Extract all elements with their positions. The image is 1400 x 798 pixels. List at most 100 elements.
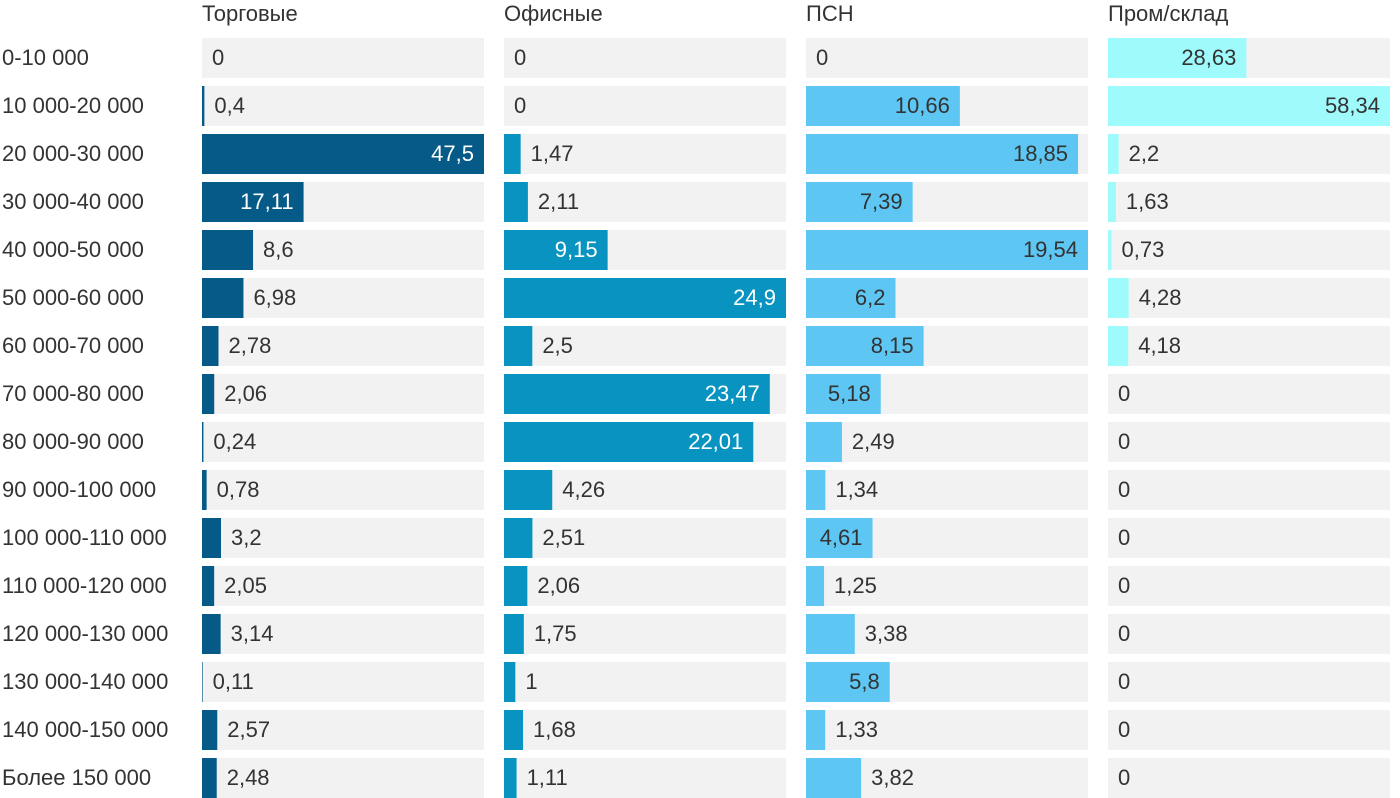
bar-background: [202, 518, 484, 558]
bar: [806, 326, 924, 366]
bar: [504, 518, 533, 558]
bar: [202, 566, 215, 606]
bar: [806, 614, 855, 654]
value-label: 0: [1118, 717, 1130, 742]
value-label: 1,75: [534, 621, 577, 646]
bar: [504, 182, 528, 222]
row-label: 10 000-20 000: [2, 93, 144, 118]
bar-background: [504, 86, 786, 126]
value-label: 2,51: [542, 525, 585, 550]
bar: [504, 710, 524, 750]
bar: [202, 470, 207, 510]
value-label: 2,06: [224, 381, 267, 406]
value-label: 0: [514, 93, 526, 118]
value-label: 3,82: [871, 765, 914, 790]
row-label: 20 000-30 000: [2, 141, 144, 166]
bar-background: [1108, 230, 1390, 270]
bar: [1108, 230, 1112, 270]
value-label: 2,5: [542, 333, 573, 358]
value-label: 19,54: [1023, 237, 1078, 262]
bar: [504, 470, 553, 510]
value-label: 23,47: [705, 381, 760, 406]
panel-title: Торговые: [202, 1, 298, 26]
bar: [806, 374, 881, 414]
bar: [806, 758, 862, 798]
bar: [1108, 278, 1129, 318]
bar: [202, 278, 244, 318]
value-label: 0: [1118, 621, 1130, 646]
bar-background: [202, 278, 484, 318]
bar: [806, 134, 1079, 174]
value-label: 0: [1118, 477, 1130, 502]
value-label: 7,39: [860, 189, 903, 214]
bar: [202, 662, 203, 702]
bar-background: [202, 710, 484, 750]
value-label: 1,25: [834, 573, 877, 598]
bar: [806, 710, 826, 750]
value-label: 3,14: [231, 621, 274, 646]
value-label: 4,26: [562, 477, 605, 502]
bar: [806, 470, 826, 510]
bar: [202, 182, 304, 222]
value-label: 0: [816, 45, 828, 70]
bar-background: [202, 662, 484, 702]
value-label: 3,38: [865, 621, 908, 646]
bar-background: [1108, 134, 1390, 174]
value-label: 1,33: [835, 717, 878, 742]
bar: [504, 614, 524, 654]
value-label: 28,63: [1181, 45, 1236, 70]
bar-background: [1108, 614, 1390, 654]
value-label: 6,2: [855, 285, 886, 310]
value-label: 1,34: [835, 477, 878, 502]
value-label: 2,78: [229, 333, 272, 358]
bar-background: [504, 134, 786, 174]
value-label: 3,2: [231, 525, 262, 550]
row-label: 0-10 000: [2, 45, 89, 70]
value-label: 0: [514, 45, 526, 70]
value-label: 5,8: [849, 669, 880, 694]
bar: [202, 758, 217, 798]
value-label: 17,11: [240, 189, 293, 214]
bar-background: [202, 422, 484, 462]
row-label: 140 000-150 000: [2, 717, 168, 742]
bar: [806, 182, 913, 222]
value-label: 5,18: [828, 381, 871, 406]
bar: [504, 278, 786, 318]
value-label: 1,11: [527, 765, 568, 790]
value-label: 9,15: [555, 237, 598, 262]
bar: [806, 566, 825, 606]
value-label: 0: [1118, 573, 1130, 598]
row-label: 100 000-110 000: [2, 525, 167, 550]
value-label: 0: [1118, 669, 1130, 694]
value-label: 2,05: [224, 573, 267, 598]
bar: [806, 230, 1088, 270]
value-label: 2,48: [227, 765, 270, 790]
bar-background: [504, 326, 786, 366]
row-label: 40 000-50 000: [2, 237, 144, 262]
bar-background: [1108, 278, 1390, 318]
bar-background: [202, 38, 484, 78]
value-label: 58,34: [1325, 93, 1380, 118]
bar: [202, 710, 218, 750]
bar-background: [806, 422, 1088, 462]
bar-background: [806, 566, 1088, 606]
bar: [202, 422, 204, 462]
bar-background: [1108, 326, 1390, 366]
bar: [504, 326, 533, 366]
value-label: 0,78: [217, 477, 260, 502]
bar: [806, 278, 896, 318]
value-label: 2,11: [538, 189, 579, 214]
row-label: 90 000-100 000: [2, 477, 156, 502]
bar-background: [806, 710, 1088, 750]
row-label: 50 000-60 000: [2, 285, 144, 310]
bar-background: [504, 662, 786, 702]
bar-background: [806, 38, 1088, 78]
bar: [504, 662, 516, 702]
bar-background: [1108, 758, 1390, 798]
bar-background: [1108, 422, 1390, 462]
value-label: 1,63: [1126, 189, 1169, 214]
bar: [504, 758, 517, 798]
bar-background: [504, 38, 786, 78]
bar-background: [504, 182, 786, 222]
